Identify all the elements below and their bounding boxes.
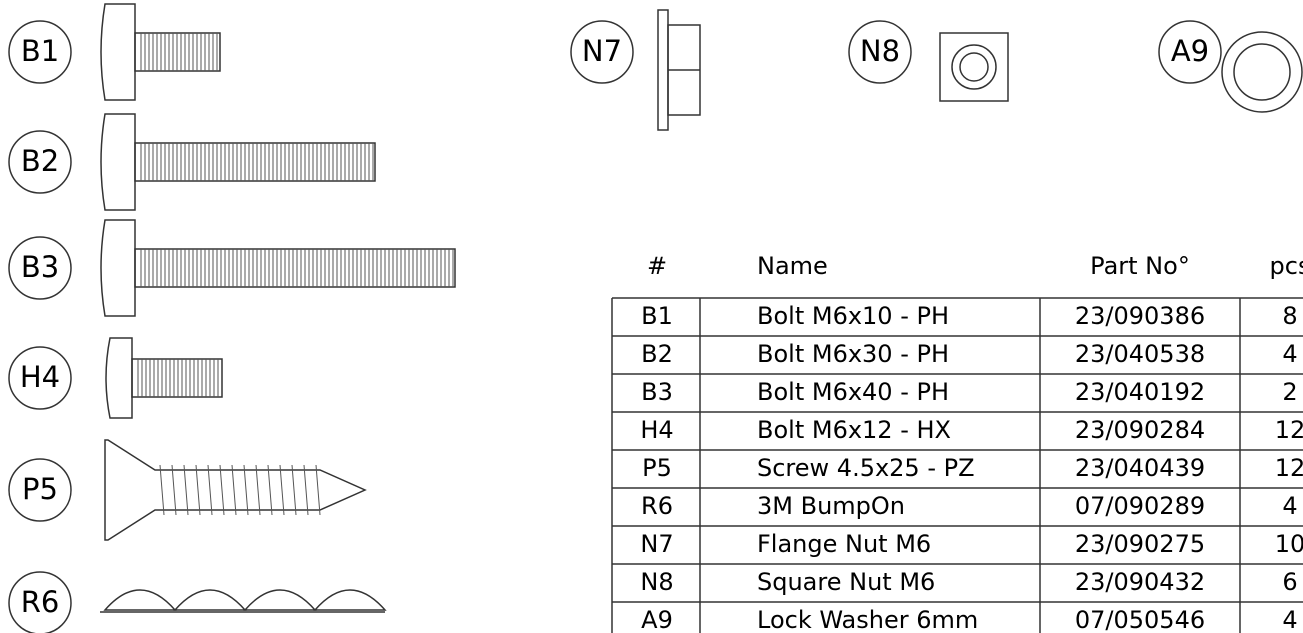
callout-circle: [8, 571, 72, 633]
callout-label: P5: [22, 472, 58, 506]
table-cell: Square Nut M6: [757, 568, 935, 596]
thread: [255, 464, 261, 516]
table-header: pcs: [1270, 252, 1303, 280]
callout-label: B1: [21, 34, 59, 68]
bolt-h4: [105, 337, 223, 419]
callout-circle: [8, 458, 72, 522]
table-cell: P5: [642, 454, 672, 482]
table-cell: 4: [1282, 606, 1297, 633]
table-cell: 12: [1275, 416, 1303, 444]
square-nut: [939, 32, 1009, 102]
callout-label: B3: [21, 250, 59, 284]
callout-label: A9: [1171, 34, 1209, 68]
table-cell: Lock Washer 6mm: [757, 606, 978, 633]
callout-circle: [570, 20, 634, 84]
callout-circle: [8, 130, 72, 194]
table-header: Name: [757, 252, 828, 280]
callout-circle: [8, 346, 72, 410]
bolt-head: [105, 337, 133, 419]
table-cell: 23/090284: [1075, 416, 1205, 444]
table-cell: 3M BumpOn: [757, 492, 905, 520]
table-cell: B3: [641, 378, 673, 406]
table-cell: 23/040192: [1075, 378, 1205, 406]
callout-label: N8: [860, 34, 900, 68]
thread: [231, 464, 237, 516]
callout-label: R6: [21, 585, 60, 619]
callout-label: B2: [21, 144, 59, 178]
thread: [207, 464, 213, 516]
table-cell: 23/090386: [1075, 302, 1205, 330]
thread: [279, 464, 285, 516]
table-cell: Screw 4.5x25 - PZ: [757, 454, 975, 482]
table-cell: B2: [641, 340, 673, 368]
bolt-b2: [100, 113, 376, 211]
table-cell: 07/090289: [1075, 492, 1205, 520]
screw-body: [104, 439, 367, 541]
square-nut-hole: [959, 52, 989, 82]
table-cell: A9: [641, 606, 673, 633]
table-cell: Bolt M6x10 - PH: [757, 302, 949, 330]
table-cell: R6: [641, 492, 673, 520]
table-cell: 6: [1282, 568, 1297, 596]
thread: [171, 464, 177, 516]
table-cell: Bolt M6x40 - PH: [757, 378, 949, 406]
thread: [219, 464, 225, 516]
callout-circle: [848, 20, 912, 84]
table-cell: H4: [640, 416, 673, 444]
table-cell: Flange Nut M6: [757, 530, 931, 558]
bolt-head: [100, 219, 136, 317]
table-cell: 23/040439: [1075, 454, 1205, 482]
bolt-b1: [100, 3, 221, 101]
thread: [159, 464, 165, 516]
callout-label: H4: [20, 360, 60, 394]
bolt-shank: [134, 248, 456, 288]
bolt-head: [100, 3, 136, 101]
table-header: #: [647, 252, 667, 280]
bumpon: [103, 589, 177, 611]
table-cell: Bolt M6x30 - PH: [757, 340, 949, 368]
table-cell: 4: [1282, 340, 1297, 368]
table-header: Part No°: [1090, 252, 1190, 280]
washer-hole: [1233, 43, 1291, 101]
table-cell: 8: [1282, 302, 1297, 330]
thread: [195, 464, 201, 516]
callout-circle: [1158, 20, 1222, 84]
table-cell: N7: [640, 530, 673, 558]
thread: [291, 464, 297, 516]
washer: [1221, 31, 1303, 113]
bolt-shank: [134, 142, 376, 182]
thread: [183, 464, 189, 516]
table-cell: B1: [641, 302, 673, 330]
callout-circle: [8, 236, 72, 300]
table-cell: Bolt M6x12 - HX: [757, 416, 951, 444]
thread: [267, 464, 273, 516]
nut-flange: [657, 9, 669, 131]
table-cell: 07/050546: [1075, 606, 1205, 633]
table-cell: N8: [640, 568, 673, 596]
table-cell: 10: [1275, 530, 1303, 558]
bolt-shank: [131, 358, 223, 398]
table-cell: 4: [1282, 492, 1297, 520]
thread: [315, 464, 321, 516]
table-cell: 12: [1275, 454, 1303, 482]
bumpon: [173, 589, 247, 611]
bumpon: [313, 589, 387, 611]
bolt-b3: [100, 219, 456, 317]
bolt-head: [100, 113, 136, 211]
callout-circle: [8, 20, 72, 84]
thread: [243, 464, 249, 516]
square-nut-hole: [951, 44, 997, 90]
table-cell: 23/090275: [1075, 530, 1205, 558]
table-cell: 23/040538: [1075, 340, 1205, 368]
table-cell: 2: [1282, 378, 1297, 406]
bumpon: [243, 589, 317, 611]
screw-p5: [104, 439, 367, 541]
callout-label: N7: [582, 34, 622, 68]
table-cell: 23/090432: [1075, 568, 1205, 596]
thread: [303, 464, 309, 516]
